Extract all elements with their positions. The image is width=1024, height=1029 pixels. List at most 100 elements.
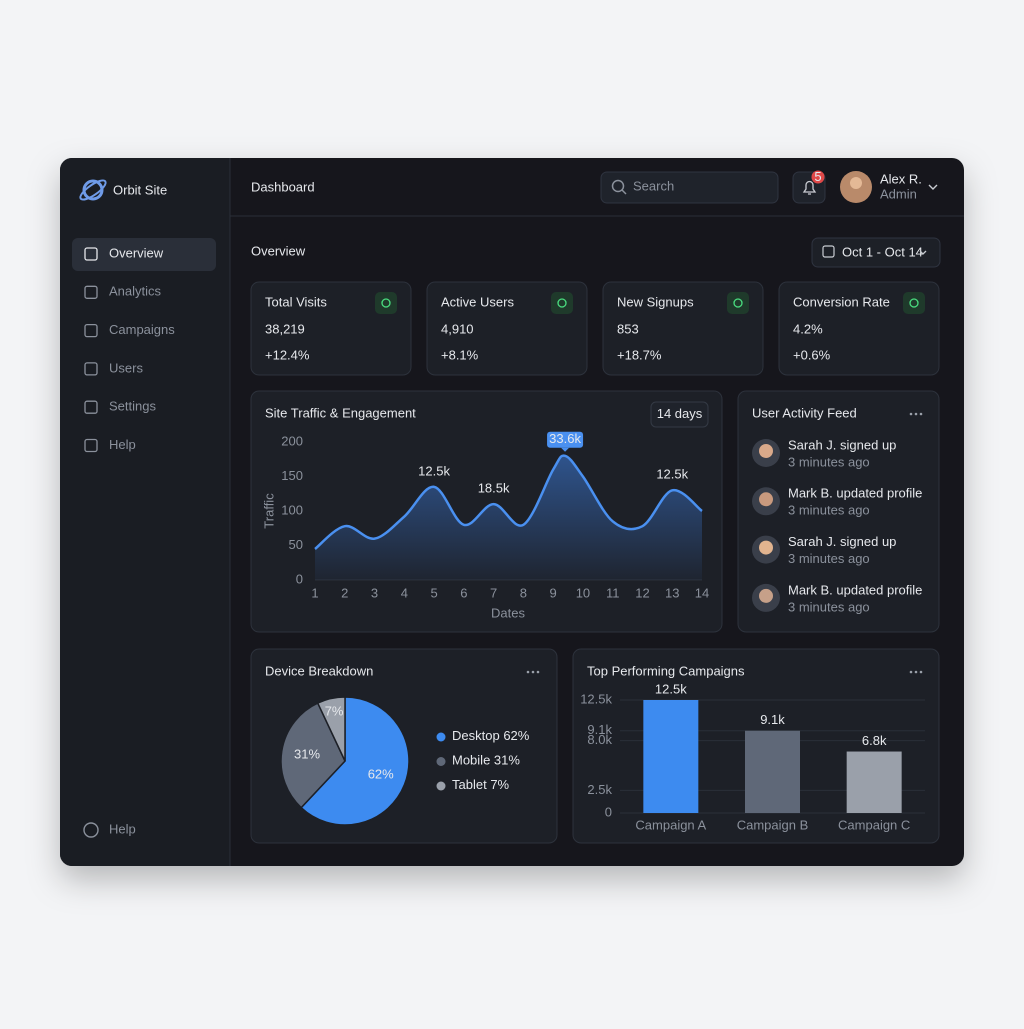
- notification-badge: [811, 170, 825, 184]
- sidebar: [60, 158, 230, 866]
- legend-category: Tablet: [452, 777, 487, 792]
- nav-icon: [84, 438, 98, 453]
- activity-feed: Sarah J. signed up 3 minutes ago Mark B. u…: [752, 437, 922, 614]
- x-tick-label: 1: [311, 585, 318, 600]
- legend-entry: Mobile 31%: [452, 753, 520, 768]
- stats: Total Visits 38,219 +12.4% Active Users 4,91…: [250, 281, 940, 376]
- x-tick-label: 6: [460, 585, 467, 600]
- y-tick-label: 200: [281, 433, 303, 448]
- search-icon-handle: [621, 189, 627, 195]
- active-nav-bg: [72, 238, 216, 271]
- x-tick-label: Campaign C: [838, 817, 910, 832]
- date-range: Oct 1 - Oct 14: [842, 244, 923, 259]
- x-tick-label: 2: [341, 585, 348, 600]
- date-range-button[interactable]: [811, 237, 941, 268]
- stat-icon-glyph: [909, 298, 919, 308]
- more-dot: [919, 412, 923, 416]
- calendar-icon: [822, 245, 835, 258]
- stat-icon-glyph: [381, 298, 391, 308]
- user-role: Admin: [880, 186, 917, 201]
- stat-icon: [903, 292, 925, 314]
- stat-value: 853: [617, 321, 639, 336]
- avatar-face: [759, 588, 773, 603]
- pie-label: 7%: [325, 704, 344, 719]
- more-dot: [914, 412, 918, 416]
- y-tick-label: 150: [281, 468, 303, 483]
- activity-time: 3 minutes ago: [788, 551, 870, 566]
- pie-label: 31%: [294, 746, 320, 761]
- stat-value: 4.2%: [793, 321, 823, 336]
- nav-item[interactable]: Help: [109, 437, 136, 452]
- avatar-face: [759, 444, 773, 458]
- annotation: 18.5k: [478, 481, 510, 496]
- stat-label: Conversion Rate: [793, 294, 890, 309]
- bell-icon: [802, 180, 817, 195]
- legend-value: 62%: [503, 728, 529, 743]
- range-button[interactable]: [650, 401, 709, 428]
- activity-time: 3 minutes ago: [788, 503, 870, 518]
- annotation: 33.6k: [549, 431, 581, 446]
- x-tick-label: 5: [430, 585, 437, 600]
- user-name: Alex R.: [880, 171, 922, 186]
- bar: [745, 730, 800, 813]
- x-tick-label: 12: [635, 585, 649, 600]
- x-tick-label: 3: [371, 585, 378, 600]
- section-title: Overview: [251, 243, 306, 258]
- avatar-face: [759, 540, 773, 555]
- more-dot: [914, 670, 918, 674]
- nav: Overview Analytics Campaigns Users Settings H…: [84, 245, 175, 453]
- y-tick-label: 2.5k: [587, 782, 612, 797]
- legend-value: 7%: [490, 777, 509, 792]
- line: [314, 454, 703, 550]
- y-tick-label: 0: [296, 571, 303, 586]
- stat-card: [426, 281, 588, 376]
- activity-text: Sarah J. signed up: [788, 437, 896, 452]
- x-tick-label: 14: [695, 585, 709, 600]
- stat-card: [778, 281, 940, 376]
- annotation-pointer: [561, 447, 570, 452]
- legend-category: Mobile: [452, 753, 490, 768]
- page-title: Dashboard: [251, 179, 315, 194]
- stat-card: [250, 281, 412, 376]
- bar-value-label: 12.5k: [655, 681, 687, 696]
- help-icon: [83, 822, 99, 838]
- chart-title: Site Traffic & Engagement: [265, 405, 416, 420]
- legend-value: 31%: [494, 753, 520, 768]
- y-tick-label: 8.0k: [587, 732, 612, 747]
- activity-title: User Activity Feed: [752, 405, 857, 420]
- legend-category: Desktop: [452, 728, 500, 743]
- footer-help[interactable]: Help: [109, 821, 136, 836]
- date-chevron: [919, 250, 927, 255]
- stat-change: +18.7%: [617, 347, 662, 362]
- search-placeholder: Search: [633, 178, 674, 193]
- nav-item[interactable]: Campaigns: [109, 322, 175, 337]
- legend-swatch: [436, 757, 446, 766]
- nav-item[interactable]: Settings: [109, 399, 156, 414]
- stat-value: 4,910: [441, 321, 474, 336]
- search-box[interactable]: [600, 171, 779, 204]
- x-tick-label: Campaign B: [737, 817, 809, 832]
- nav-icon: [84, 400, 98, 414]
- nav-item[interactable]: Analytics: [109, 284, 162, 299]
- annotation: 12.5k: [656, 467, 688, 482]
- bar-value-label: 9.1k: [760, 712, 785, 727]
- nav-icon: [84, 285, 98, 299]
- x-axis-label: Dates: [491, 605, 525, 620]
- stat-icon: [727, 292, 749, 314]
- user-menu-chevron[interactable]: [928, 184, 938, 190]
- y-axis-label: Traffic: [261, 493, 276, 529]
- nav-item[interactable]: Users: [109, 360, 143, 375]
- y-tick-label: 50: [289, 537, 303, 552]
- x-tick-label: 11: [606, 585, 620, 600]
- stat-icon: [375, 292, 397, 314]
- pie-slice: [280, 702, 346, 809]
- more-dot: [919, 670, 923, 674]
- nav-item[interactable]: Overview: [109, 245, 164, 260]
- stat-icon-glyph: [557, 298, 567, 308]
- pie-slice: [300, 696, 410, 826]
- x-tick-label: Campaign A: [635, 817, 706, 832]
- nav-icon: [84, 247, 98, 261]
- nav-icon: [84, 323, 98, 338]
- more-dot: [526, 670, 530, 674]
